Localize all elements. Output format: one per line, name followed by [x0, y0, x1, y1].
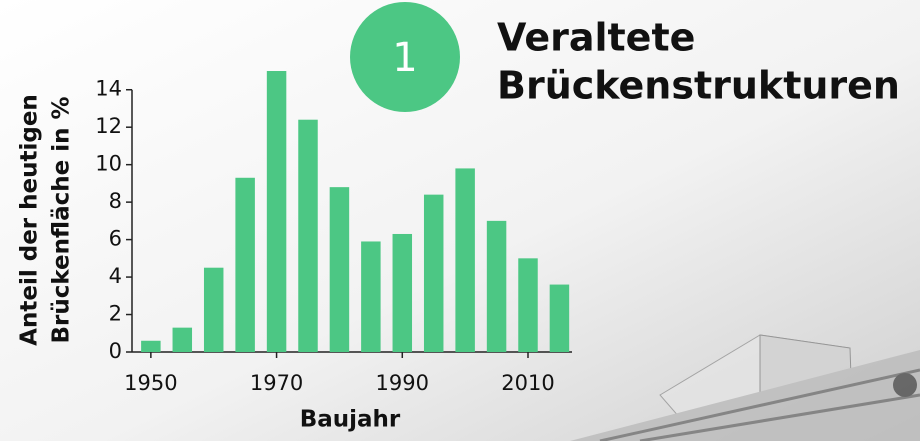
x-tick-label: 1970 [250, 371, 303, 395]
title-line: Veraltete [497, 16, 695, 60]
bar [455, 168, 475, 352]
x-axis-label: Baujahr [300, 407, 401, 433]
badge [350, 2, 460, 112]
bar [172, 327, 193, 352]
bar [361, 241, 381, 352]
bar [266, 71, 287, 352]
badge-number: 1 [392, 35, 417, 81]
y-tick-label: 0 [109, 339, 122, 363]
y-axis-label: Anteil der heutigen [17, 94, 43, 346]
bar [486, 220, 507, 352]
x-tick-label: 2010 [501, 371, 554, 395]
photo-truck [570, 334, 920, 441]
y-tick-label: 6 [109, 227, 122, 251]
bar [235, 177, 255, 352]
y-tick-label: 10 [95, 152, 122, 176]
y-tick-label: 4 [109, 264, 122, 288]
bar [203, 267, 224, 352]
bar [298, 119, 318, 352]
title-line: Brückenstrukturen [497, 64, 900, 108]
bar [549, 284, 570, 352]
x-tick-label: 1950 [124, 371, 177, 395]
bar [141, 340, 161, 352]
y-tick-label: 12 [95, 114, 122, 138]
y-tick-label: 2 [109, 302, 122, 326]
bar [329, 187, 350, 352]
bar [392, 233, 413, 352]
bar [518, 258, 538, 352]
bar [423, 194, 444, 352]
y-tick-label: 8 [109, 189, 122, 213]
x-tick-label: 1990 [376, 371, 429, 395]
y-tick-label: 14 [95, 77, 122, 101]
y-axis-label: Brückenfläche in % [49, 96, 75, 343]
